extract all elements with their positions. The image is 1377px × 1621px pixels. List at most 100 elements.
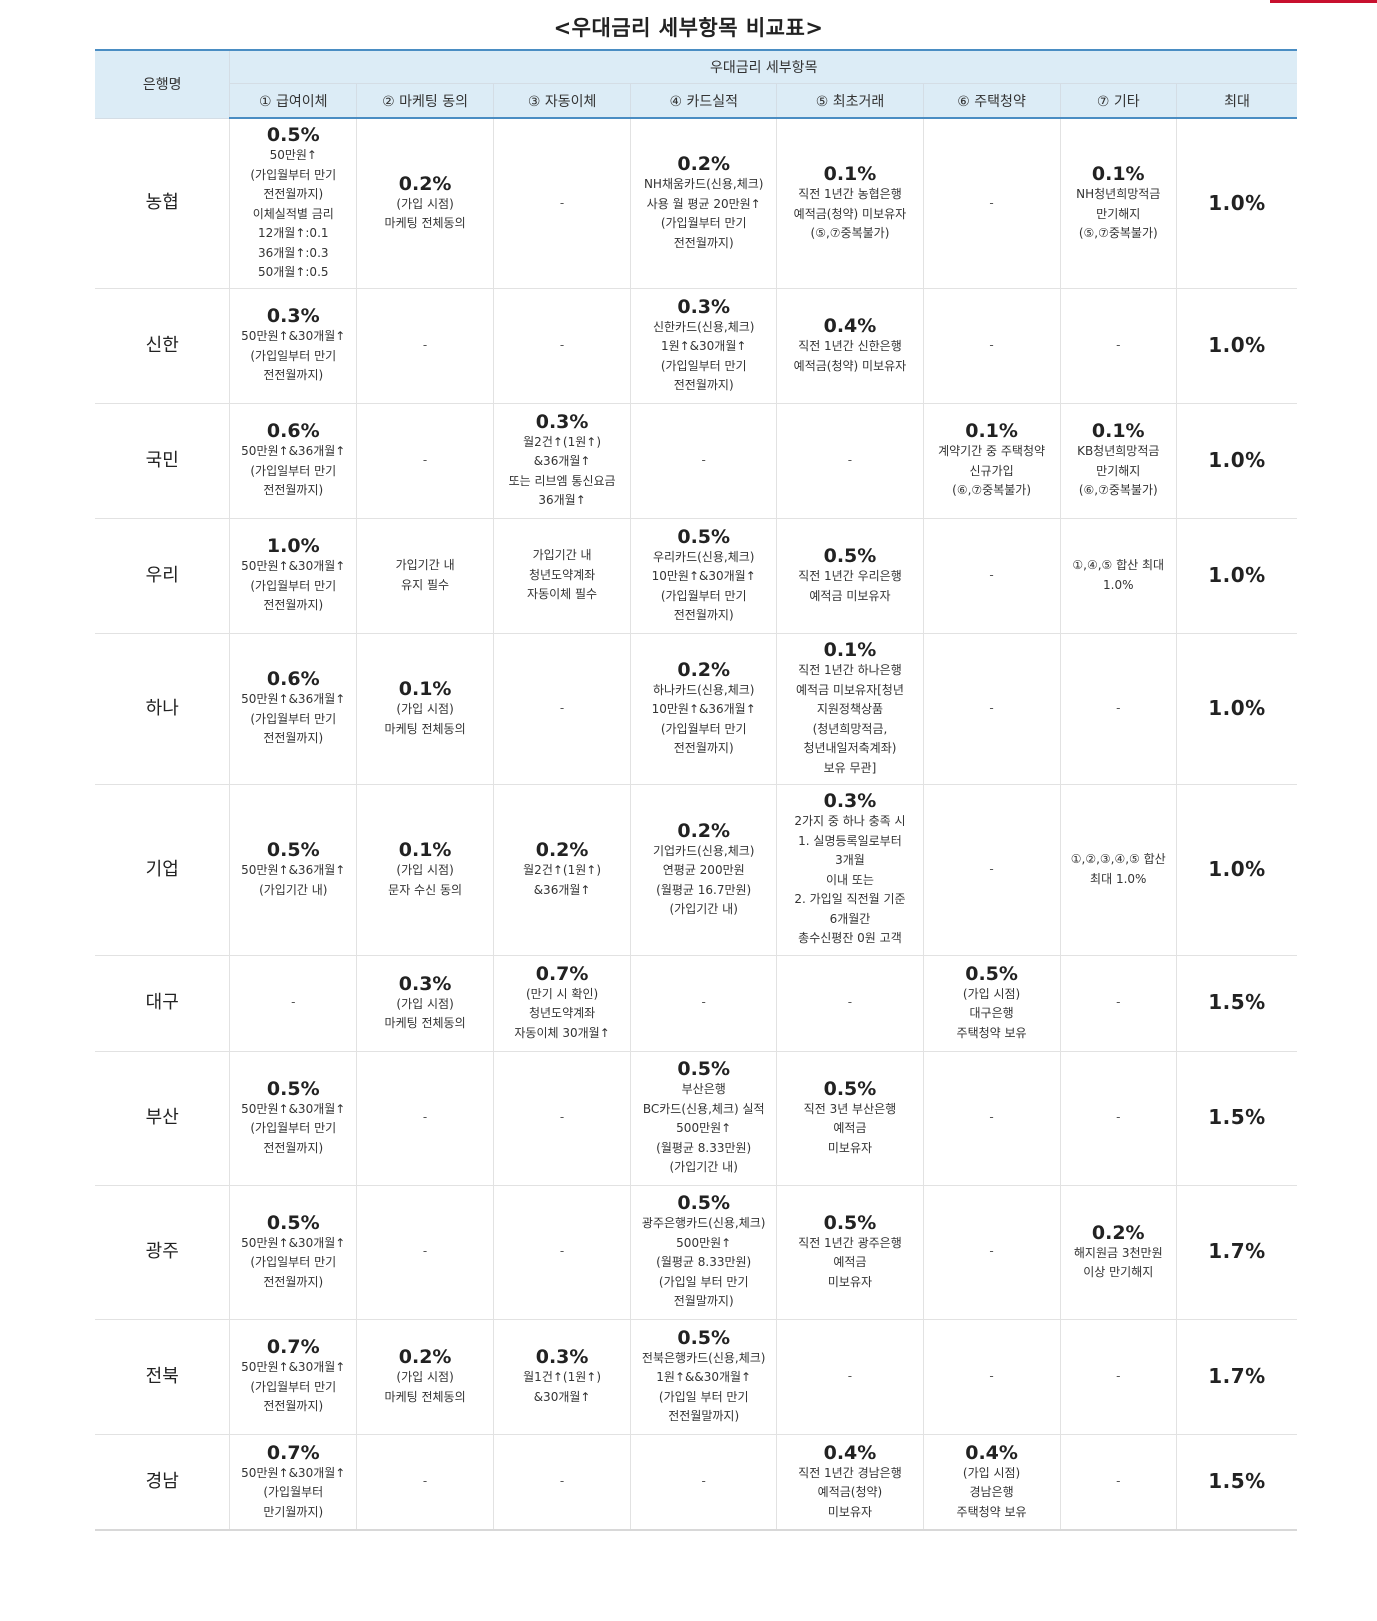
condition-line: 50개월↑:0.5 <box>257 265 329 279</box>
condition-line: - <box>559 337 565 352</box>
condition-line: 직전 1년간 농협은행 <box>798 187 902 201</box>
condition-line: 미보유자 <box>827 1140 873 1155</box>
condition-line: 이상 만기해지 <box>1083 1265 1154 1279</box>
condition-line: 가입기간 내 <box>532 548 592 563</box>
condition-line: 전전월까지) <box>263 598 324 613</box>
condition-line: 해지원금 3천만원 <box>1073 1245 1163 1260</box>
condition-line: 기업카드(신용,체크) <box>652 843 755 858</box>
condition-line: - <box>559 195 565 210</box>
bank-name: 경남 <box>95 1433 231 1531</box>
condition-line: 예적금(청약) <box>817 1485 883 1499</box>
condition-line: - <box>847 452 853 467</box>
rate-cell: 0.5% 부산은행 BC카드(신용,체크) 실적 500만원↑ (월평균 8.33만원)… <box>630 1050 778 1186</box>
rate-cell: 0.4% 직전 1년간 신한은행 예적금(청약) 미보유자 <box>776 287 924 404</box>
rate-cell: 가입기간 내 청년도약계좌 자동이체 필수 <box>493 517 632 634</box>
rate-cell: - <box>630 402 778 519</box>
condition-line: 우리카드(신용,체크) <box>652 549 755 564</box>
condition-line: 문자 수신 동의 <box>388 882 463 897</box>
bank-name: 하나 <box>95 632 231 785</box>
condition-line: (가입일부터 만기 <box>660 358 747 373</box>
condition-line: (가입일부터 만기 <box>250 1255 337 1270</box>
condition-line: 직전 1년간 경남은행 <box>798 1465 902 1480</box>
condition-line: 청년도약계좌 <box>528 567 596 582</box>
bank-name: 부산 <box>95 1050 231 1186</box>
condition-line: - <box>422 452 428 467</box>
rate-cell: 0.5% 50만원↑&36개월↑ (가입기간 내) <box>229 783 358 956</box>
condition-line: (가입기간 내) <box>669 902 738 916</box>
rate-value: 0.5% <box>823 1211 877 1234</box>
condition-line: 월1건↑(1원↑) <box>523 1370 602 1384</box>
condition-line: BC카드(신용,체크) 실적 <box>642 1101 765 1116</box>
condition-line: 전전월까지) <box>263 1399 324 1414</box>
rate-cell: - <box>1059 632 1177 785</box>
rate-value: 0.3% <box>398 972 452 995</box>
condition-line: (가입월부터 <box>263 1485 324 1499</box>
rate-cell: 0.1% 직전 1년간 농협은행 예적금(청약) 미보유자 (⑤,⑦중복불가) <box>776 117 924 289</box>
header-col: ① 급여이체 <box>229 83 358 119</box>
header-col: 최대 <box>1175 83 1297 119</box>
rate-value: 0.7% <box>266 1441 320 1464</box>
condition-line: 만기해지 <box>1096 206 1141 221</box>
condition-line: - <box>989 861 994 876</box>
rate-value: 0.1% <box>823 163 877 185</box>
rate-cell: - <box>493 117 632 289</box>
condition-line: (가입기간 내) <box>669 1160 738 1175</box>
rate-cell: - <box>356 1050 495 1186</box>
condition-line: - <box>422 1474 428 1488</box>
condition-line: 이체실적별 금리 <box>252 206 334 221</box>
condition-line: 보유 무관] <box>823 760 877 775</box>
condition-line: - <box>847 995 853 1010</box>
rate-cell: 0.3% (가입 시점) 마케팅 전체동의 <box>356 954 495 1052</box>
condition-line: 50만원↑&30개월↑ <box>241 1235 346 1250</box>
condition-line: 광주은행카드(신용,체크) <box>641 1216 766 1231</box>
condition-line: 50만원↑&30개월↑ <box>241 559 346 574</box>
rate-cell: 0.3% 2가지 중 하나 충족 시 1. 실명등록일로부터 3개월 이내 또는 2. 가… <box>776 783 924 956</box>
condition-line: - <box>989 1244 994 1259</box>
table-body: 농협 0.5% 50만원↑ (가입월부터 만기 전전월까지) 이체실적별 금리 12개월↑:… <box>95 117 1297 1531</box>
condition-line: 미보유자 <box>827 1504 873 1519</box>
condition-line: 하나카드(신용,체크) <box>652 682 755 697</box>
max-rate: 1.5% <box>1175 954 1297 1052</box>
condition-line: (⑥,⑦중복불가) <box>1078 483 1158 498</box>
rate-cell: - <box>493 287 632 404</box>
header-col: ③ 자동이체 <box>493 83 632 119</box>
table-header: 은행명 우대금리 세부항목 ① 급여이체 ② 마케팅 동의 ③ 자동이체 ④ 카… <box>95 49 1297 119</box>
rate-value: 0.5% <box>266 839 320 861</box>
condition-line: - <box>989 700 994 715</box>
condition-line: 월2건↑(1원↑) <box>523 863 602 877</box>
rate-value: 0.3% <box>535 410 589 433</box>
rate-value: 0.5% <box>266 1077 320 1100</box>
max-rate: 1.0% <box>1175 287 1297 404</box>
condition-line: 부산은행 <box>681 1082 726 1097</box>
rate-value: 0.3% <box>535 1346 589 1368</box>
rate-cell: 가입기간 내 유지 필수 <box>356 517 495 634</box>
rate-cell: 0.5% 광주은행카드(신용,체크) 500만원↑ (월평균 8.33만원) (가입일 … <box>630 1184 778 1320</box>
condition-line: 50만원↑ <box>269 148 317 162</box>
header-col: ④ 카드실적 <box>630 83 778 119</box>
rate-value: 0.1% <box>398 678 452 700</box>
condition-line: 직전 3년 부산은행 <box>803 1101 897 1116</box>
condition-line: 36개월↑:0.3 <box>257 245 329 260</box>
rate-value: 0.5% <box>965 962 1018 985</box>
condition-line: (가입월부터 만기 <box>660 216 747 231</box>
rate-comparison-table: 은행명 우대금리 세부항목 ① 급여이체 ② 마케팅 동의 ③ 자동이체 ④ 카… <box>95 49 1297 1531</box>
condition-line: - <box>1116 1110 1121 1125</box>
condition-line: (⑤,⑦중복불가) <box>810 226 890 240</box>
bank-name: 국민 <box>95 402 231 519</box>
rate-cell: 0.2% 월2건↑(1원↑) &36개월↑ <box>493 783 632 956</box>
rate-value: 0.5% <box>823 1077 877 1100</box>
rate-value: 0.4% <box>823 315 877 337</box>
condition-line: (가입 시점) <box>396 1370 454 1384</box>
condition-line: 만기월까지) <box>263 1504 324 1519</box>
condition-line: (가입일 부터 만기 <box>658 1274 749 1289</box>
rate-cell: 0.5% 50만원↑&30개월↑ (가입월부터 만기 전전월까지) <box>229 1050 358 1186</box>
condition-line: (가입 시점) <box>396 996 454 1011</box>
table-row: 부산 0.5% 50만원↑&30개월↑ (가입월부터 만기 전전월까지) - -0.5% 부산… <box>95 1050 1297 1186</box>
rate-value: 0.5% <box>677 525 731 548</box>
rate-cell: - <box>922 1184 1061 1320</box>
rate-cell: - <box>1059 1050 1177 1186</box>
header-col: ⑥ 주택청약 <box>922 83 1061 119</box>
rate-cell: 0.5% 직전 1년간 광주은행 예적금 미보유자 <box>776 1184 924 1320</box>
rate-value: 0.6% <box>266 420 320 443</box>
condition-line: (만기 시 확인) <box>525 986 599 1001</box>
